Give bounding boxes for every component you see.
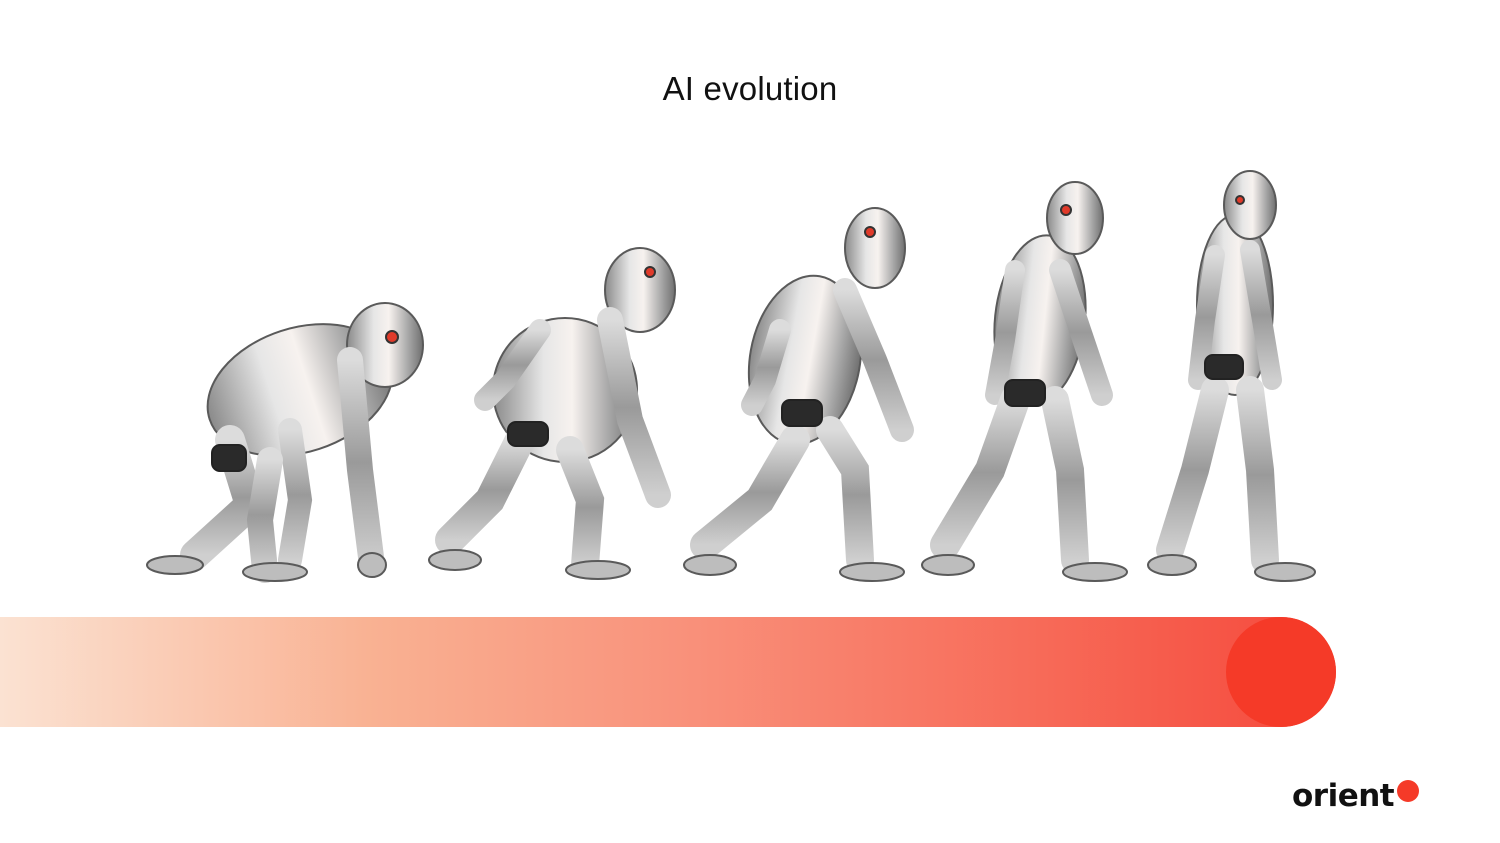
logo-dot-icon <box>1397 780 1420 802</box>
brand-logo: orient <box>1292 778 1420 818</box>
logo-text: orient <box>1292 778 1395 814</box>
slide-title: AI evolution <box>662 70 838 107</box>
walking-robot-icon <box>921 181 1128 582</box>
stooped-robot-icon <box>683 207 914 582</box>
evolution-progress-bar <box>0 617 1336 727</box>
hunched-robot-ape-icon <box>428 247 676 580</box>
upright-robot-icon <box>1147 170 1316 582</box>
crouching-robot-ape-icon <box>146 302 424 583</box>
progress-knob <box>1226 617 1336 727</box>
